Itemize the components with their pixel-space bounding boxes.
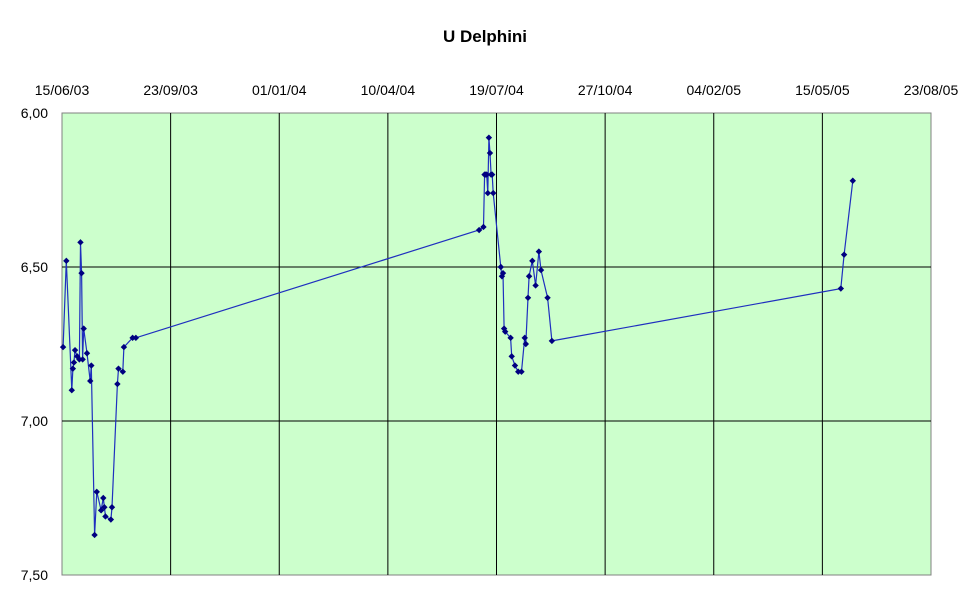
y-tick-label: 7,00 xyxy=(21,413,48,429)
data-point xyxy=(521,334,528,342)
data-point xyxy=(101,504,108,511)
data-point xyxy=(76,356,83,363)
data-point xyxy=(107,516,115,523)
data-point xyxy=(840,251,848,258)
data-point xyxy=(532,282,539,289)
data-point xyxy=(119,368,127,375)
data-point xyxy=(87,377,94,385)
data-point xyxy=(483,171,490,178)
data-point xyxy=(518,368,525,375)
data-point xyxy=(83,350,91,357)
data-point xyxy=(515,368,522,375)
gridlines xyxy=(62,113,931,575)
data-point xyxy=(114,380,121,388)
x-tick-label: 23/09/03 xyxy=(143,82,198,98)
series-markers xyxy=(59,134,856,539)
data-point xyxy=(529,257,536,265)
data-point xyxy=(525,273,533,280)
data-point xyxy=(488,171,496,178)
data-point xyxy=(132,334,140,342)
data-point xyxy=(490,189,497,197)
chart-title: U Delphini xyxy=(443,27,527,46)
x-tick-label: 27/10/04 xyxy=(578,82,633,98)
data-point xyxy=(524,294,532,301)
data-point xyxy=(88,362,95,369)
data-point xyxy=(59,343,67,351)
data-point xyxy=(508,353,515,360)
data-point xyxy=(837,285,845,292)
data-point xyxy=(70,359,78,366)
x-tick-label: 01/01/04 xyxy=(252,82,307,98)
data-point xyxy=(77,239,84,246)
data-point xyxy=(486,149,494,157)
data-point xyxy=(91,531,98,539)
data-point xyxy=(115,365,122,372)
data-point xyxy=(499,269,507,277)
y-tick-label: 7,50 xyxy=(21,567,48,583)
data-point xyxy=(69,365,77,372)
data-point xyxy=(485,134,493,141)
data-point xyxy=(849,177,856,184)
data-point xyxy=(80,325,87,332)
x-tick-label: 04/02/05 xyxy=(687,82,742,98)
data-point xyxy=(497,263,505,271)
data-point xyxy=(511,362,519,369)
data-point xyxy=(480,223,487,231)
data-point xyxy=(537,266,545,274)
data-point xyxy=(129,334,136,342)
data-point xyxy=(484,189,492,197)
data-point xyxy=(108,504,116,511)
data-point xyxy=(68,387,75,394)
data-point xyxy=(544,294,551,301)
x-tick-label: 15/06/03 xyxy=(35,82,90,98)
x-tick-label: 19/07/04 xyxy=(469,82,524,98)
x-tick-label: 15/05/05 xyxy=(795,82,850,98)
data-point xyxy=(475,226,483,234)
data-point xyxy=(93,488,100,496)
x-tick-label: 23/08/05 xyxy=(904,82,959,98)
data-point xyxy=(78,269,85,277)
data-point xyxy=(501,328,509,335)
y-tick-label: 6,00 xyxy=(21,105,48,121)
data-point xyxy=(120,343,128,351)
data-point xyxy=(63,257,70,265)
y-axis-tick-labels: 6,00 6,50 7,00 7,50 xyxy=(21,105,48,583)
data-point xyxy=(548,337,556,345)
data-point xyxy=(507,334,514,342)
data-point xyxy=(79,356,86,363)
x-axis-tick-labels: 15/06/03 23/09/03 01/01/04 10/04/04 19/07/04… xyxy=(35,82,959,98)
data-point xyxy=(71,346,79,354)
data-point xyxy=(535,248,543,255)
x-tick-label: 10/04/04 xyxy=(361,82,416,98)
y-tick-label: 6,50 xyxy=(21,259,48,275)
data-point xyxy=(100,494,107,502)
data-point xyxy=(522,340,530,348)
data-point xyxy=(102,513,109,520)
